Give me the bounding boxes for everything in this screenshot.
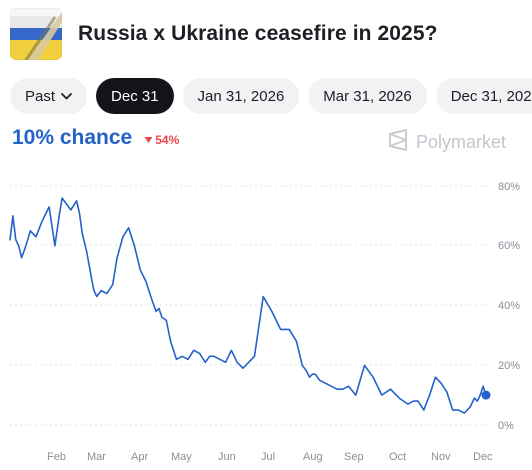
y-tick-label: 60% bbox=[498, 240, 520, 252]
tab-dec-31-2026[interactable]: Dec 31, 2026 bbox=[435, 78, 532, 114]
change-value: 54% bbox=[155, 133, 180, 147]
x-tick-label: May bbox=[171, 451, 192, 463]
y-tick-label: 20% bbox=[498, 360, 520, 372]
y-tick-label: 80% bbox=[498, 181, 520, 193]
chevron-down-icon bbox=[61, 92, 72, 100]
x-tick-label: Jun bbox=[218, 451, 236, 463]
chance-value: 10% chance bbox=[12, 126, 133, 149]
brand-name: Polymarket bbox=[415, 132, 506, 152]
x-tick-label: Feb bbox=[47, 451, 66, 463]
y-tick-label: 40% bbox=[498, 300, 520, 312]
probability-chart: 80% 60% 40% 20% 0% Feb Mar Apr May Jun J… bbox=[9, 181, 520, 463]
polymarket-brand: Polymarket bbox=[388, 129, 506, 156]
chance-line bbox=[9, 197, 487, 414]
x-tick-label: Dec bbox=[473, 451, 493, 463]
polymarket-logo-icon bbox=[388, 129, 408, 156]
change-badge: 54% bbox=[144, 133, 179, 147]
down-triangle-icon bbox=[144, 133, 153, 147]
y-tick-label: 0% bbox=[498, 420, 514, 432]
x-tick-label: Apr bbox=[131, 451, 148, 463]
x-tick-label: Nov bbox=[431, 451, 451, 463]
x-tick-label: Mar bbox=[87, 451, 106, 463]
x-tick-label: Jul bbox=[261, 451, 275, 463]
chance-summary: 10% chance 54% bbox=[12, 126, 179, 150]
market-flag-image bbox=[10, 8, 62, 60]
market-title: Russia x Ukraine ceasefire in 2025? bbox=[78, 22, 438, 45]
market-header: Russia x Ukraine ceasefire in 2025? bbox=[10, 8, 438, 60]
tab-mar-31-2026[interactable]: Mar 31, 2026 bbox=[308, 78, 427, 114]
tab-past[interactable]: Past bbox=[10, 78, 88, 114]
ceasefire-flag-icon bbox=[10, 8, 62, 60]
tab-jan-31-2026-label: Jan 31, 2026 bbox=[197, 87, 285, 105]
chart-grid bbox=[10, 185, 490, 426]
tab-dec-31-2026-label: Dec 31, 2026 bbox=[450, 87, 532, 105]
x-tick-label: Oct bbox=[389, 451, 406, 463]
date-tabs: Past Dec 31 Jan 31, 2026 Mar 31, 2026 De… bbox=[10, 78, 532, 114]
x-tick-label: Sep bbox=[344, 451, 364, 463]
tab-dec-31-label: Dec 31 bbox=[111, 87, 159, 105]
x-tick-label: Aug bbox=[303, 451, 323, 463]
tab-jan-31-2026[interactable]: Jan 31, 2026 bbox=[182, 78, 300, 114]
y-axis-ticks: 80% 60% 40% 20% 0% bbox=[498, 181, 520, 432]
tab-mar-31-2026-label: Mar 31, 2026 bbox=[323, 87, 412, 105]
current-value-dot[interactable] bbox=[481, 390, 491, 400]
x-axis-ticks: Feb Mar Apr May Jun Jul Aug Sep Oct Nov … bbox=[47, 451, 493, 463]
tab-dec-31[interactable]: Dec 31 bbox=[96, 78, 174, 114]
tab-past-label: Past bbox=[25, 87, 56, 105]
